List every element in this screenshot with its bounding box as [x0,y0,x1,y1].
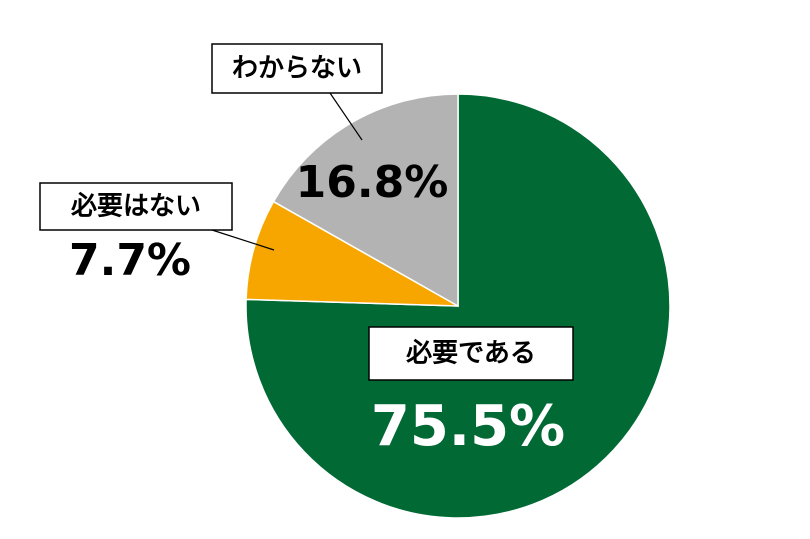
category-label: 必要である [406,339,536,369]
leader-line [211,229,275,251]
value-label: 7.7% [69,235,191,286]
label-box [368,326,574,381]
label-box [39,182,233,231]
pie-slice [245,93,671,519]
pie-slice [272,93,459,308]
leader-line [329,92,363,141]
value-label: 16.8% [296,157,449,208]
pie-slice [245,200,459,307]
category-label: 必要はない [71,192,201,222]
label-box [211,43,383,94]
category-label: わからない [232,54,362,84]
value-label: 75.5% [371,394,565,459]
